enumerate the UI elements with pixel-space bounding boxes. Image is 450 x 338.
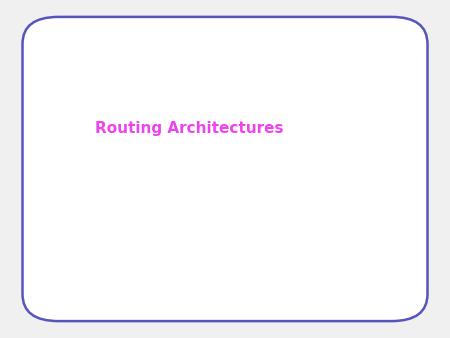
Text: Routing Architectures: Routing Architectures <box>95 121 283 136</box>
FancyBboxPatch shape <box>22 17 427 321</box>
